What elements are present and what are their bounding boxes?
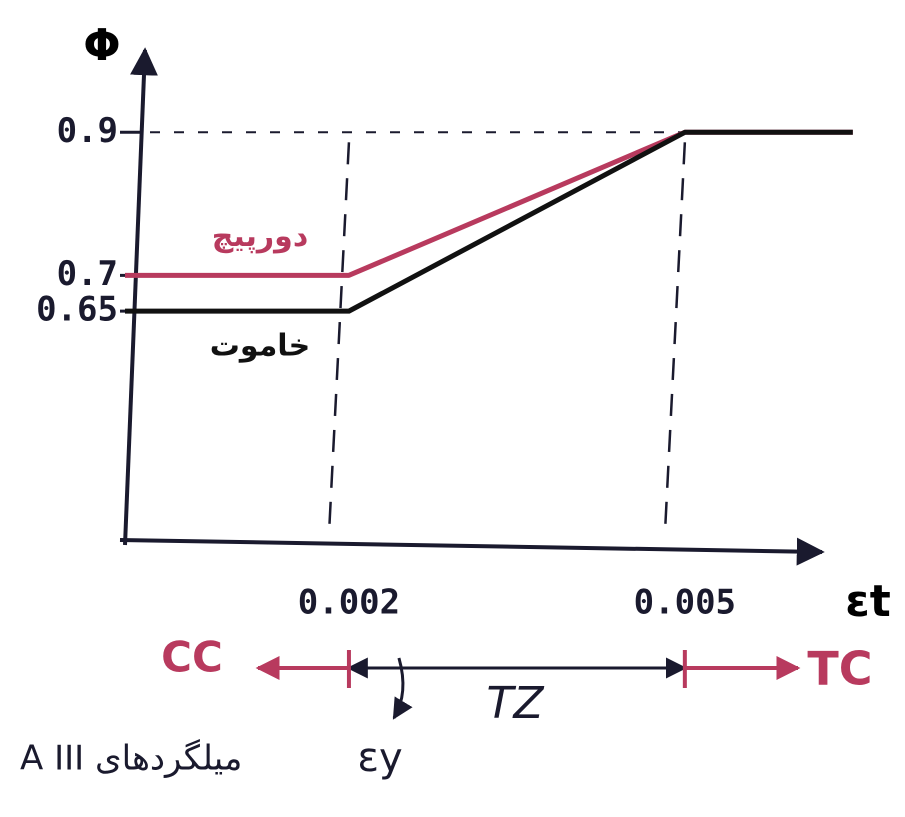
series-line	[125, 132, 853, 275]
annotation: εy	[357, 735, 402, 781]
series-label: دورپیچ	[212, 219, 308, 254]
reference-line	[329, 142, 349, 535]
zone-label: TC	[807, 642, 872, 696]
x-axis	[120, 540, 822, 552]
y-tick-label: 0.7	[57, 254, 118, 294]
reference-line	[665, 142, 685, 535]
annotation: A III میلگردهای	[20, 739, 242, 779]
y-tick-label: 0.65	[36, 290, 118, 330]
zone-label: TZ	[486, 678, 544, 729]
y-tick-label: 0.9	[57, 111, 118, 151]
chart: Φ εt 0.9 0.70.65 0.002 0.005 دورپیچ خاموت CC TZ…	[0, 0, 905, 817]
y-axis	[125, 50, 145, 545]
y-axis-label: Φ	[83, 20, 120, 71]
zone-label: CC	[161, 633, 223, 682]
x-tick-label: 0.002	[298, 583, 400, 623]
x-tick-label: 0.005	[634, 583, 736, 623]
series-label: خاموت	[210, 329, 310, 364]
x-axis-label: εt	[845, 576, 891, 627]
